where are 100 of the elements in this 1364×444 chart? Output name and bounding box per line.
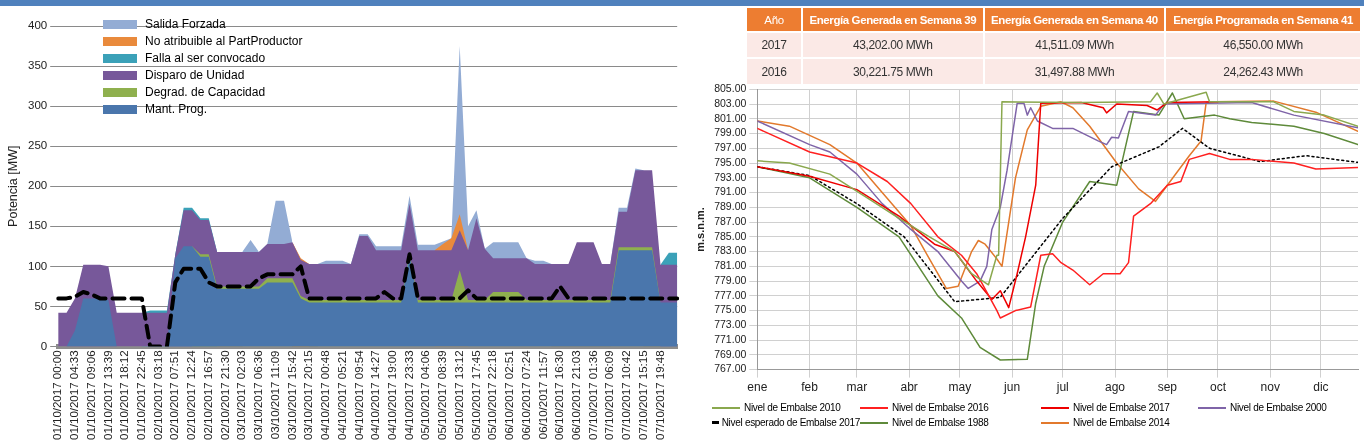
x-tick-label: 03/10/2017 02:03 — [235, 350, 248, 440]
x-tick-label: nov — [1260, 380, 1280, 395]
x-tick-label: 05/10/2017 13:12 — [452, 350, 465, 440]
legend-label: Nivel de Embalse 2010 — [744, 402, 841, 413]
x-tick-label: 06/10/2017 02:51 — [503, 350, 516, 440]
y-tick-label: 783.00 — [714, 244, 747, 257]
category-label: Año — [747, 8, 802, 32]
y-tick-label: 785.00 — [714, 229, 747, 242]
x-tick-label: 07/10/2017 01:36 — [586, 350, 599, 440]
y-tick-label: 775.00 — [714, 303, 747, 316]
legend-label: Nivel esperado de Embalse 2017 — [721, 417, 860, 428]
y-tick-label: 801.00 — [714, 111, 747, 124]
y-tick-label: 791.00 — [714, 185, 747, 198]
legend-label: Nivel de Embalse 2014 — [1073, 417, 1170, 428]
x-tick-label: jun — [1003, 380, 1021, 395]
category-label: 2016 — [761, 64, 787, 79]
x-tick-label: 06/10/2017 11:57 — [536, 350, 549, 440]
legend-label: Nivel de Embalse 2017 — [1073, 402, 1170, 413]
x-tick-label: 07/10/2017 15:15 — [636, 350, 649, 440]
category-label: Energía Generada en Semana 40 — [983, 8, 1166, 32]
y-tick-label: 100 — [28, 259, 48, 272]
y-tick-label: 795.00 — [714, 155, 747, 168]
y-tick-label: 793.00 — [714, 170, 747, 183]
y-tick-label: 777.00 — [714, 288, 747, 301]
y-tick-label: 779.00 — [714, 273, 747, 286]
y-tick-label: 771.00 — [714, 332, 747, 345]
x-tick-label: 01/10/2017 00:00 — [51, 350, 64, 440]
y-tick-label: 250 — [28, 139, 48, 152]
category-label: Energía Programada en Semana 41 — [1165, 8, 1361, 32]
x-tick-label: 04/10/2017 05:21 — [335, 350, 348, 440]
legend-label: Nivel de Embalse 2016 — [892, 402, 989, 413]
legend-label: Nivel de Embalse 1988 — [892, 417, 989, 428]
x-tick-label: 07/10/2017 10:42 — [620, 350, 633, 440]
x-tick-label: jul — [1055, 380, 1069, 395]
y-axis-title: m.s.n.m. — [693, 207, 706, 252]
category-label: Energía Generada en Semana 39 — [802, 8, 984, 32]
x-tick-label: 03/10/2017 15:42 — [285, 350, 298, 440]
x-tick-label: 02/10/2017 07:51 — [168, 350, 181, 440]
x-tick-label: 04/10/2017 23:33 — [402, 350, 415, 440]
legend-label: Salida Forzada — [145, 16, 226, 33]
x-tick-label: 07/10/2017 06:09 — [603, 350, 616, 440]
x-tick-label: 03/10/2017 06:36 — [252, 350, 265, 440]
x-tick-label: 05/10/2017 17:45 — [469, 350, 482, 440]
text: 24,262.43 MWh — [1223, 64, 1303, 79]
x-tick-label: 06/10/2017 16:30 — [553, 350, 566, 440]
y-tick-label: 50 — [34, 299, 48, 312]
x-tick-label: 04/10/2017 14:27 — [369, 350, 382, 440]
x-tick-label: 05/10/2017 08:39 — [436, 350, 449, 440]
y-tick-label: 300 — [28, 99, 48, 112]
x-tick-label: 05/10/2017 04:06 — [419, 350, 432, 440]
legend-label: No atribuible al PartProductor — [145, 33, 303, 50]
legend-label: Falla al ser convocado — [145, 50, 266, 67]
x-tick-label: 02/10/2017 03:18 — [151, 350, 164, 440]
x-tick-label: 03/10/2017 11:09 — [268, 350, 281, 440]
text: 30,221.75 MWh — [853, 64, 933, 79]
y-tick-label: 150 — [28, 219, 48, 232]
x-tick-label: sep — [1157, 380, 1178, 395]
x-tick-label: 04/10/2017 19:00 — [385, 350, 398, 440]
text: 43,202.00 MWh — [853, 38, 933, 52]
y-tick-label: 787.00 — [714, 214, 747, 227]
x-tick-label: 05/10/2017 22:18 — [486, 350, 499, 440]
y-tick-label: 805.00 — [714, 82, 747, 95]
x-tick-label: 03/10/2017 20:15 — [302, 350, 315, 440]
x-tick-label: mar — [846, 380, 868, 395]
y-tick-label: 200 — [28, 179, 48, 192]
x-tick-label: 01/10/2017 09:06 — [84, 350, 97, 440]
x-tick-label: 01/10/2017 22:45 — [135, 350, 148, 440]
text: 31,497.88 MWh — [1034, 64, 1115, 79]
x-tick-label: 02/10/2017 21:30 — [218, 350, 231, 440]
x-tick-label: dic — [1313, 380, 1329, 395]
legend-label: Mant. Prog. — [145, 101, 208, 118]
y-tick-label: 781.00 — [714, 259, 747, 272]
y-tick-label: 773.00 — [714, 318, 747, 331]
y-tick-label: 803.00 — [714, 96, 747, 109]
legend-label: Disparo de Unidad — [145, 67, 245, 84]
x-tick-label: 02/10/2017 12:24 — [185, 349, 198, 440]
x-tick-label: feb — [801, 380, 819, 395]
y-axis-title: Potencia [MW] — [5, 145, 20, 227]
x-tick-label: 01/10/2017 13:39 — [101, 350, 114, 440]
y-tick-label: 767.00 — [714, 362, 747, 375]
x-tick-label: 02/10/2017 16:57 — [201, 350, 214, 440]
y-tick-label: 350 — [28, 59, 48, 72]
x-tick-label: 07/10/2017 19:48 — [653, 350, 666, 440]
text: 41,511.09 MWh — [1035, 38, 1114, 52]
x-tick-label: 01/10/2017 04:33 — [68, 350, 81, 440]
y-tick-label: 0 — [40, 339, 48, 352]
x-tick-label: ago — [1105, 380, 1126, 395]
legend-label: Degrad. de Capacidad — [145, 84, 266, 101]
text: 46,550.00 MWh — [1223, 38, 1303, 52]
x-tick-label: 04/10/2017 00:48 — [319, 350, 332, 440]
x-tick-label: 06/10/2017 07:24 — [519, 349, 532, 440]
y-tick-label: 400 — [28, 19, 48, 32]
y-tick-label: 799.00 — [714, 126, 747, 139]
y-tick-label: 797.00 — [714, 141, 747, 154]
y-tick-label: 789.00 — [714, 200, 747, 213]
x-tick-label: may — [948, 380, 972, 395]
x-tick-label: 01/10/2017 18:12 — [118, 350, 131, 440]
x-tick-label: abr — [900, 380, 918, 395]
x-tick-label: 06/10/2017 21:03 — [569, 350, 582, 440]
x-tick-label: oct — [1209, 380, 1227, 395]
